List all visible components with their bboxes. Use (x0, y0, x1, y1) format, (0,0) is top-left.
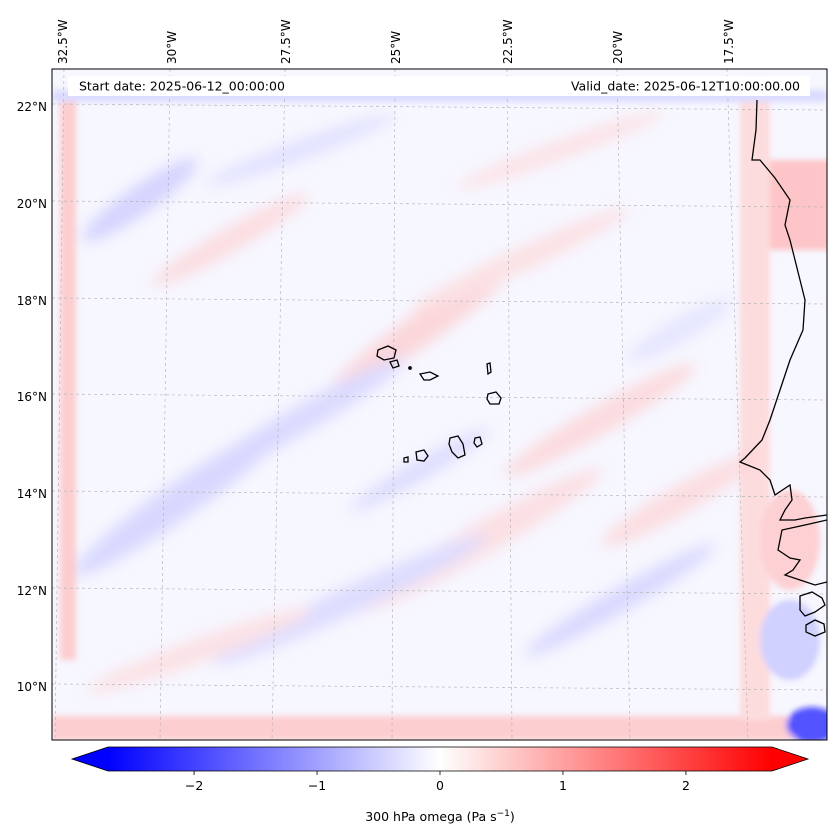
omega-field (73, 111, 759, 693)
santo-antao (376, 345, 397, 361)
sao-nicolau (418, 371, 440, 381)
lon-label: 22.5°W (501, 19, 515, 64)
map-panel: Start date: 2025-06-12_00:00:00 Valid_da… (52, 69, 827, 740)
colorbar-tick-label: 1 (559, 778, 567, 793)
colorbar-label: 300 hPa omega (Pa s−1) (365, 809, 515, 824)
santiago (448, 435, 466, 459)
colorbar-tick-label: 0 (436, 778, 444, 793)
start-date-label: Start date: 2025-06-12_00:00:00 (79, 79, 285, 94)
colorbar-ticks: −2 −1 0 1 2 (185, 771, 690, 793)
colorbar-low-extension (72, 747, 108, 771)
lat-label: 22°N (17, 100, 47, 114)
bijagos-islands (799, 591, 826, 637)
fogo (415, 449, 429, 462)
maio (473, 436, 483, 448)
lon-label: 25°W (389, 31, 403, 64)
lon-label: 20°W (611, 31, 625, 64)
lat-label: 20°N (17, 197, 47, 211)
lon-label: 27.5°W (279, 19, 293, 64)
colorbar-high-extension (772, 747, 808, 771)
sao-vicente (389, 359, 400, 369)
latitude-labels: 22°N 20°N 18°N 16°N 14°N 12°N 10°N (17, 100, 47, 694)
gridlines (52, 69, 827, 740)
colorbar-tick-label: 2 (682, 778, 690, 793)
map-frame (51, 68, 828, 741)
colorbar-outline (70, 746, 810, 772)
colorbar-label-text: 300 hPa omega (Pa s (365, 809, 496, 824)
colorbar-body (108, 747, 772, 771)
lat-label: 14°N (17, 487, 47, 501)
colorbar-label-exponent: −1 (497, 809, 510, 819)
colorbar: −2 −1 0 1 2 300 hPa omega (Pa s−1) (70, 746, 810, 824)
colorbar-tick-label: −1 (308, 778, 326, 793)
colorbar-tick-label: −2 (185, 778, 203, 793)
africa-coastline-south (777, 519, 827, 586)
brava (403, 456, 409, 463)
boundary-bands (52, 80, 827, 740)
longitude-labels: 32.5°W 30°W 27.5°W 25°W 22.5°W 20°W 17.5… (56, 19, 736, 64)
lat-label: 10°N (17, 680, 47, 694)
lat-label: 16°N (17, 390, 47, 404)
boa-vista (486, 391, 502, 405)
lon-label: 17.5°W (722, 19, 736, 64)
lon-label: 30°W (165, 31, 179, 64)
sal (486, 362, 492, 376)
valid-date-label: Valid_date: 2025-06-12T10:00:00.00 (571, 79, 800, 94)
coastlines (376, 99, 827, 637)
colorbar-label-close: ) (510, 809, 515, 824)
lat-label: 18°N (17, 294, 47, 308)
date-banner (68, 76, 810, 96)
lon-label: 32.5°W (56, 19, 70, 64)
africa-coastline (738, 99, 827, 521)
lat-label: 12°N (17, 584, 47, 598)
